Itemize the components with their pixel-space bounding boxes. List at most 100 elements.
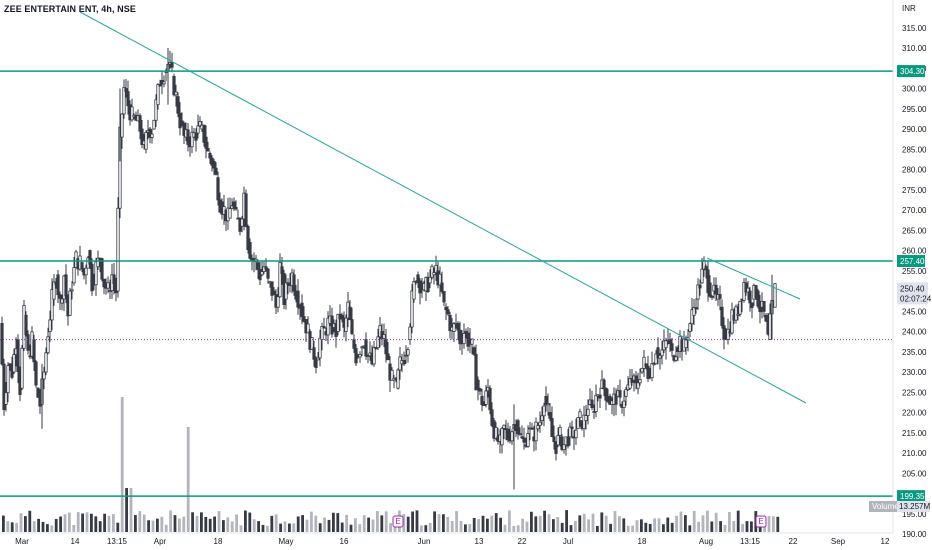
volume-bar (160, 516, 164, 532)
y-tick-label: 195.00 (902, 510, 927, 519)
candle-body (50, 289, 54, 321)
candle-body (198, 121, 202, 127)
candle-body (540, 415, 544, 422)
volume-bar (358, 524, 362, 532)
volume-bar (186, 427, 190, 532)
x-tick-label: 13 (475, 537, 484, 546)
volume-bar (72, 525, 76, 532)
candle-body (122, 86, 126, 115)
candle-body (232, 201, 236, 208)
volume-bar (266, 525, 269, 532)
volume-bar (204, 516, 208, 532)
candle-body (568, 426, 572, 438)
volume-bars (2, 397, 780, 532)
volume-bar (697, 521, 700, 532)
candle-body (576, 417, 580, 430)
candle-body (130, 106, 134, 121)
trendline (79, 11, 807, 404)
volume-bar (178, 518, 181, 532)
time-axis[interactable]: Mar 14 13:15 Apr 18 May 16 Jun 13 22 Jul 18 Aug 13:15… (15, 537, 890, 546)
candle-body (750, 302, 754, 308)
candle-body (212, 160, 216, 169)
y-tick-label: 300.00 (902, 85, 927, 94)
volume-bar (569, 525, 573, 532)
volume-bar (384, 511, 388, 532)
candle-body (228, 208, 232, 219)
candle-body (618, 390, 622, 398)
chart-title: ZEE ENTERTAIN ENT, 4h, NSE (4, 4, 136, 14)
candle-body (150, 133, 154, 138)
volume-bar (274, 514, 278, 532)
candle-body (272, 290, 276, 295)
volume-bar (534, 516, 538, 532)
volume-bar (728, 512, 731, 532)
volume-bar (340, 522, 344, 532)
candle-body (414, 281, 418, 284)
volume-bar (279, 523, 282, 532)
volume-bar (50, 525, 54, 532)
candle-body (2, 363, 6, 410)
candle-body (432, 272, 436, 276)
candle-body (638, 379, 642, 384)
level-tag (897, 490, 925, 503)
volume-bar (714, 512, 718, 532)
event-marker-text: E (758, 517, 763, 526)
x-tick-label: 16 (340, 537, 349, 546)
candle-body (26, 334, 30, 351)
volume-bar (736, 510, 740, 532)
volume-bar (195, 515, 199, 532)
volume-bar (406, 516, 410, 532)
y-tick-label: 190.00 (902, 530, 927, 539)
horizontal-lines[interactable] (0, 70, 893, 497)
volume-bar (767, 516, 771, 532)
candle-body (714, 284, 718, 295)
candle-body (156, 84, 160, 106)
volume-bar (538, 515, 542, 532)
candle-body (764, 314, 768, 322)
volume-bar (314, 515, 318, 532)
candle-body (144, 132, 148, 150)
volume-bar (138, 511, 142, 532)
volume-bar (433, 511, 436, 532)
volume-bar (772, 516, 775, 532)
candle-body (706, 269, 710, 294)
candle-body (704, 266, 708, 271)
trendlines[interactable] (79, 11, 807, 404)
current-price-text: 250.40 (900, 284, 925, 293)
level-tag (897, 255, 925, 268)
candle-body (182, 122, 186, 136)
volume-bar (459, 520, 463, 532)
x-tick-label: 22 (518, 537, 527, 546)
volume-bar (640, 519, 643, 532)
volume-bar (591, 513, 595, 532)
candle-body (52, 281, 56, 300)
candle-body (264, 266, 268, 270)
candle-body (634, 375, 638, 384)
candle-body (112, 274, 116, 285)
y-tick-label: 260.00 (902, 247, 927, 256)
candle-body (604, 387, 608, 401)
volume-bar (402, 514, 406, 532)
y-tick-label: 255.00 (902, 267, 927, 276)
volume-bar (560, 522, 564, 532)
x-tick-label: 12 (881, 537, 890, 546)
candle-body (546, 403, 550, 406)
price-axis-bg[interactable] (893, 0, 932, 550)
volume-bar (719, 521, 722, 532)
volume-bar (745, 521, 749, 532)
candle-body (240, 218, 244, 227)
candle-body (773, 283, 777, 308)
candle-body (94, 261, 98, 286)
candle-body (348, 306, 352, 321)
x-tick-label: 14 (71, 537, 80, 546)
volume-bar (345, 514, 348, 532)
candle-body (310, 337, 314, 350)
volume-bar (596, 525, 599, 532)
candle-body (656, 347, 660, 359)
candle-body (526, 433, 530, 447)
candle-body (280, 266, 284, 274)
volume-bar (662, 524, 665, 532)
candle-body (746, 287, 750, 293)
